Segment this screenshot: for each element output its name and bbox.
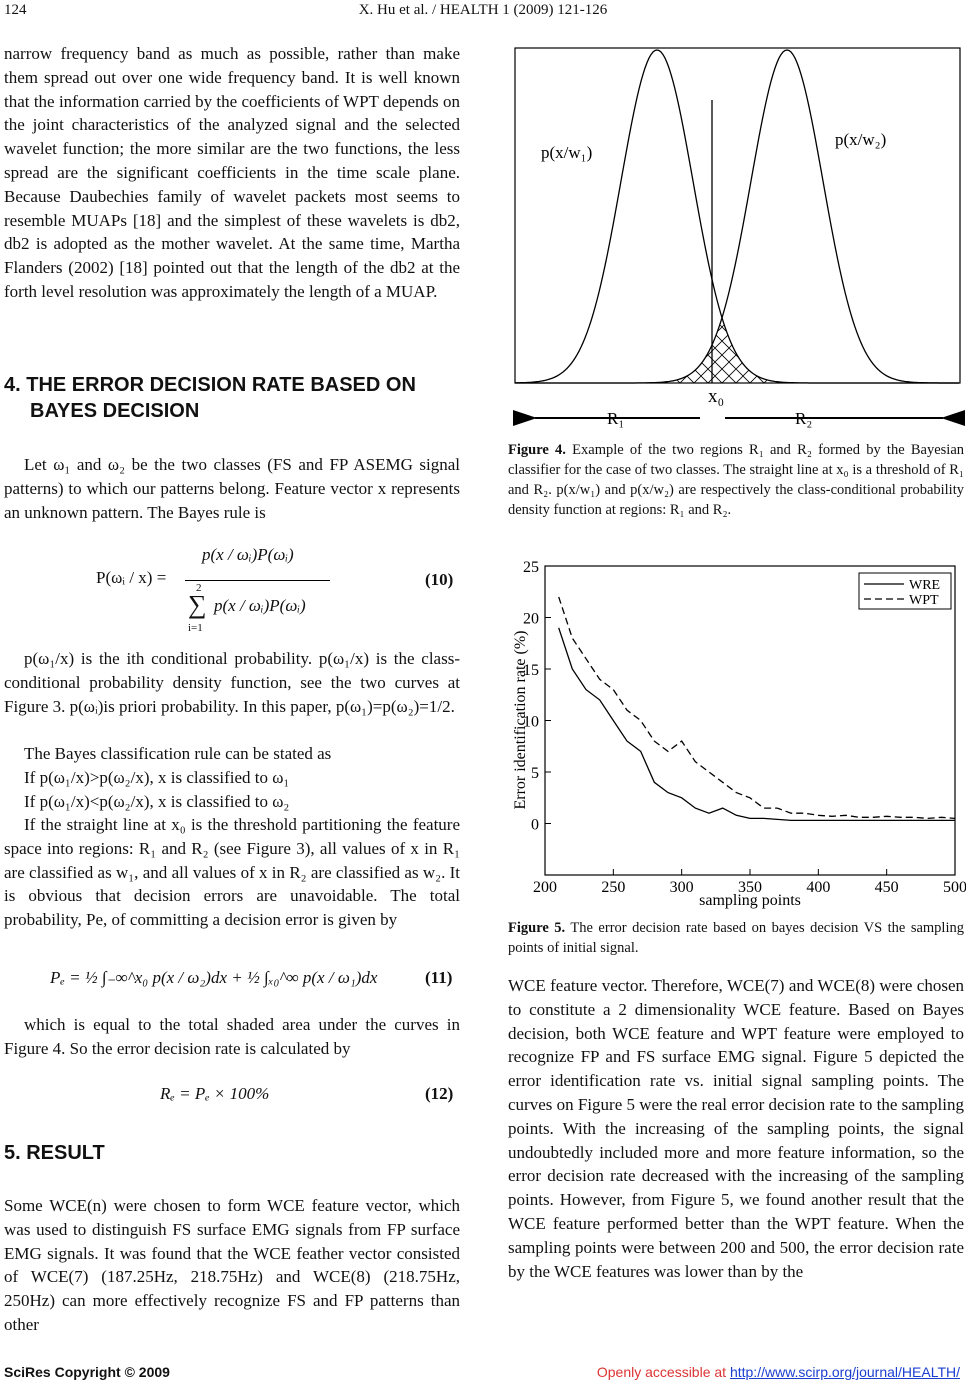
figure-caption: Figure 5. The error decision rate based … bbox=[508, 918, 964, 958]
y-tick-label: 0 bbox=[531, 817, 539, 834]
density-curve bbox=[514, 49, 959, 384]
region-label: R₂ bbox=[795, 409, 812, 428]
equation-numerator: p(x / ωᵢ)P(ωᵢ) bbox=[202, 545, 294, 564]
figure-caption: Figure 4. Example of the two regions R₁ … bbox=[508, 440, 964, 520]
page-number: 124 bbox=[4, 2, 27, 18]
data-line bbox=[558, 627, 955, 822]
paragraph: Some WCE(n) were chosen to form WCE feat… bbox=[4, 1196, 460, 1334]
paragraph: p(ω₁/x) is the ith conditional probabili… bbox=[4, 649, 460, 716]
equation: Pₑ = ½ ∫₋∞^x₀ p(x / ω₂)dx + ½ ∫ₓ₀^∞ p(x … bbox=[50, 968, 378, 987]
caption-text: The error decision rate based on bayes d… bbox=[508, 920, 964, 956]
paragraph: which is equal to the total shaded area … bbox=[4, 1015, 460, 1058]
paragraph: narrow frequency band as much as possibl… bbox=[4, 44, 460, 301]
threshold-label: x₀ bbox=[708, 386, 724, 407]
caption-label: Figure 4. bbox=[508, 442, 566, 458]
equation-number: (12) bbox=[425, 1084, 454, 1103]
x-tick-label: 250 bbox=[601, 879, 625, 896]
y-tick-label: 15 bbox=[523, 662, 539, 679]
x-tick-label: 450 bbox=[875, 879, 899, 896]
caption-text: Example of the two regions R₁ and R₂ for… bbox=[508, 442, 965, 518]
fraction-bar bbox=[185, 580, 330, 581]
legend-label: WRE bbox=[909, 578, 940, 593]
paragraph: If p(ω₁/x)<p(ω₂/x), x is classified to ω… bbox=[24, 792, 290, 811]
paragraph: If p(ω₁/x)>p(ω₂/x), x is classified to ω… bbox=[24, 768, 290, 787]
x-tick-label: 350 bbox=[738, 879, 762, 896]
paragraph: Let ω₁ and ω₂ be the two classes (FS and… bbox=[4, 455, 460, 522]
figure-4: p(x/w₁) p(x/w₂) x₀ R₁ R₂ bbox=[513, 47, 965, 428]
plot-frame bbox=[514, 47, 961, 384]
y-tick-label: 20 bbox=[523, 611, 539, 628]
running-title: X. Hu et al. / HEALTH 1 (2009) 121-126 bbox=[358, 2, 608, 18]
data-line bbox=[558, 596, 956, 820]
x-tick-label: 200 bbox=[533, 879, 557, 896]
journal-link[interactable]: http://www.scirp.org/journal/HEALTH/ bbox=[729, 1364, 960, 1380]
section-heading: 5. RESULT bbox=[4, 1142, 105, 1164]
figure-5: Error identification rate (%) sampling p… bbox=[512, 559, 966, 909]
region-label: R₁ bbox=[607, 409, 624, 428]
x-tick-label: 400 bbox=[806, 879, 830, 896]
equation-number: (11) bbox=[425, 968, 453, 987]
density-curve bbox=[515, 49, 959, 384]
y-tick-label: 5 bbox=[531, 765, 539, 782]
plot-frame bbox=[544, 565, 956, 876]
legend-box bbox=[858, 572, 952, 610]
sum-upper: 2 bbox=[196, 582, 202, 594]
x-axis-label: sampling points bbox=[699, 892, 801, 909]
footer-access: Openly accessible at http://www.scirp.or… bbox=[597, 1364, 960, 1380]
paragraph: The Bayes classification rule can be sta… bbox=[24, 744, 332, 763]
section-heading: 4. THE ERROR DECISION RATE BASED ON BAYE… bbox=[4, 374, 416, 422]
y-tick-label: 10 bbox=[523, 714, 539, 731]
x-tick-label: 500 bbox=[943, 879, 966, 896]
curve-label: p(x/w₂) bbox=[835, 130, 886, 149]
x-tick-label: 300 bbox=[670, 879, 694, 896]
paragraph: WCE feature vector. Therefore, WCE(7) an… bbox=[508, 976, 965, 1281]
y-axis-label: Error identification rate (%) bbox=[512, 630, 529, 809]
paragraph: If the straight line at x₀ is the thresh… bbox=[4, 815, 460, 930]
legend-label: WPT bbox=[909, 593, 939, 608]
equation-number: (10) bbox=[425, 570, 454, 589]
sum-symbol: ∑ bbox=[188, 590, 207, 619]
equation-lhs: P(ωᵢ / x) = bbox=[96, 568, 167, 587]
copyright: SciRes Copyright © 2009 bbox=[4, 1364, 170, 1380]
curve-label: p(x/w₁) bbox=[541, 143, 592, 162]
sum-lower: i=1 bbox=[188, 622, 203, 634]
equation: Rₑ = Pₑ × 100% bbox=[160, 1084, 270, 1103]
caption-label: Figure 5. bbox=[508, 920, 566, 936]
access-text: Openly accessible at bbox=[596, 1364, 727, 1380]
error-area bbox=[565, 321, 885, 383]
equation-denominator: p(x / ωᵢ)P(ωᵢ) bbox=[214, 596, 306, 615]
y-tick-label: 25 bbox=[523, 559, 539, 576]
